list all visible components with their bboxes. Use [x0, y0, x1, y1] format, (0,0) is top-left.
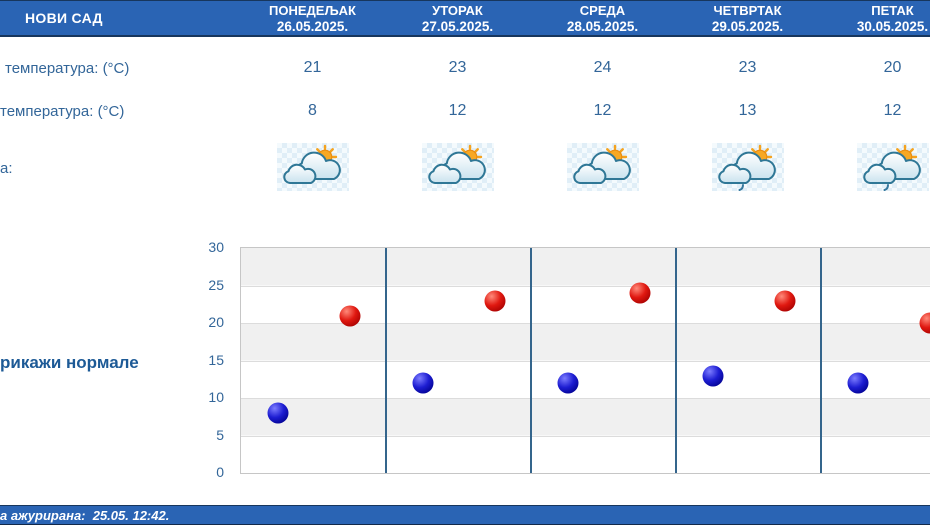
day-name: УТОРАК — [432, 3, 483, 18]
day-date: 27.05.2025. — [421, 19, 494, 34]
min-temp-value: 12 — [883, 102, 902, 119]
weather-icons-row — [0, 140, 930, 194]
city-name: НОВИ САД — [25, 10, 103, 26]
cloud-front — [862, 163, 896, 184]
gridline — [241, 398, 930, 399]
min-temp-value: 13 — [738, 102, 757, 119]
min-temp-value: 12 — [593, 102, 612, 119]
partly-cloudy-icon — [282, 144, 341, 184]
day-header-monday: ПОНЕДЕЉАК 26.05.2025. — [240, 1, 385, 35]
day-date: 26.05.2025. — [276, 19, 349, 34]
weather-icon-cell — [566, 143, 639, 191]
cloud-front — [717, 163, 751, 184]
max-temp-point — [484, 290, 505, 311]
weather-icon-cell — [276, 143, 349, 191]
max-temp-value: 20 — [883, 59, 902, 76]
update-status-bar: а ажурирана: 25.05. 12:42. — [0, 505, 930, 525]
y-axis-tick: 10 — [208, 389, 224, 405]
max-temperature-label: температура: (°C) — [5, 59, 130, 77]
y-axis-tick: 15 — [208, 351, 224, 368]
min-temp-point — [557, 372, 578, 394]
day-date: 30.05.2025. — [856, 19, 929, 34]
min-temp-value: 12 — [448, 102, 467, 119]
gridline — [241, 435, 930, 437]
weather-row-label: а: — [0, 160, 13, 177]
raindrop-icon — [883, 184, 889, 191]
day-name: ЧЕТВРТАК — [713, 3, 782, 18]
max-temp-point — [339, 305, 360, 326]
y-axis-tick: 0 — [216, 464, 224, 480]
forecast-updated-text: а ажурирана: 25.05. 12:42. — [0, 507, 170, 523]
max-temp-value: 21 — [303, 59, 322, 76]
day-divider — [820, 248, 822, 473]
max-temp-value: 24 — [593, 59, 612, 76]
y-axis-tick: 20 — [208, 314, 224, 330]
forecast-header: НОВИ САД ПОНЕДЕЉАК 26.05.2025. УТОРАК 27… — [0, 0, 930, 37]
day-name: СРЕДА — [579, 3, 626, 18]
max-temp-value: 23 — [448, 59, 467, 76]
day-name: ПЕТАК — [871, 3, 914, 18]
day-divider — [385, 248, 387, 473]
cloud-front — [282, 163, 316, 184]
day-name: ПОНЕДЕЉАК — [269, 3, 356, 18]
day-header-friday: ПЕТАК 30.05.2025. — [820, 1, 930, 35]
max-temperature-row: температура: (°C) 21 23 24 23 20 — [0, 50, 930, 86]
raindrop-icon — [738, 184, 744, 191]
chart-y-axis: 0 5 10 15 20 25 30 — [186, 239, 232, 480]
y-axis-tick: 25 — [208, 276, 224, 293]
temperature-chart-plot — [240, 247, 930, 474]
partly-cloudy-icon — [572, 144, 631, 184]
day-header-wednesday: СРЕДА 28.05.2025. — [530, 1, 675, 35]
day-date: 29.05.2025. — [711, 19, 784, 34]
min-temp-point — [847, 372, 868, 394]
day-date: 28.05.2025. — [566, 19, 639, 34]
weather-icon-cell — [856, 143, 929, 191]
min-temperature-row: температура: (°C) 8 12 12 13 12 — [0, 93, 930, 129]
min-temperature-label: температура: (°C) — [0, 102, 125, 120]
cloud-front — [427, 163, 461, 184]
weather-icon-cell — [711, 143, 784, 191]
max-temp-point — [629, 282, 650, 304]
min-temp-value: 8 — [308, 102, 317, 119]
gridline — [241, 323, 930, 324]
max-temp-point — [774, 290, 795, 311]
min-temp-point — [412, 372, 433, 394]
min-temp-point — [267, 402, 288, 424]
max-temp-point — [919, 312, 930, 334]
partly-cloudy-icon — [427, 144, 486, 184]
min-temp-point — [702, 365, 723, 386]
weather-icon-cell — [421, 143, 494, 191]
y-axis-tick: 5 — [216, 426, 224, 443]
day-divider — [530, 248, 532, 473]
gridline — [241, 360, 930, 362]
y-axis-tick: 30 — [208, 239, 224, 255]
gridline — [241, 285, 930, 287]
partly-cloudy-light-rain-icon — [862, 144, 921, 191]
day-header-thursday: ЧЕТВРТАК 29.05.2025. — [675, 1, 820, 35]
weather-row-label-spacer — [0, 140, 240, 194]
max-temp-value: 23 — [738, 59, 757, 76]
day-divider — [675, 248, 677, 473]
day-header-tuesday: УТОРАК 27.05.2025. — [385, 1, 530, 35]
partly-cloudy-light-rain-icon — [717, 144, 776, 191]
cloud-front — [572, 163, 606, 184]
show-normals-link[interactable]: рикажи нормале — [0, 353, 139, 372]
